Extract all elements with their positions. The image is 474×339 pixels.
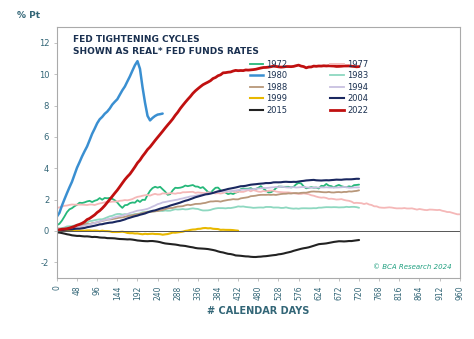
X-axis label: # CALENDAR DAYS: # CALENDAR DAYS xyxy=(207,306,310,316)
Text: % Pt: % Pt xyxy=(17,11,40,20)
Text: FED TIGHTENING CYCLES
SHOWN AS REAL* FED FUNDS RATES: FED TIGHTENING CYCLES SHOWN AS REAL* FED… xyxy=(73,35,259,56)
Text: © BCA Research 2024: © BCA Research 2024 xyxy=(373,264,452,271)
Legend: 1977, 1983, 1994, 2004, 2022: 1977, 1983, 1994, 2004, 2022 xyxy=(327,56,372,118)
